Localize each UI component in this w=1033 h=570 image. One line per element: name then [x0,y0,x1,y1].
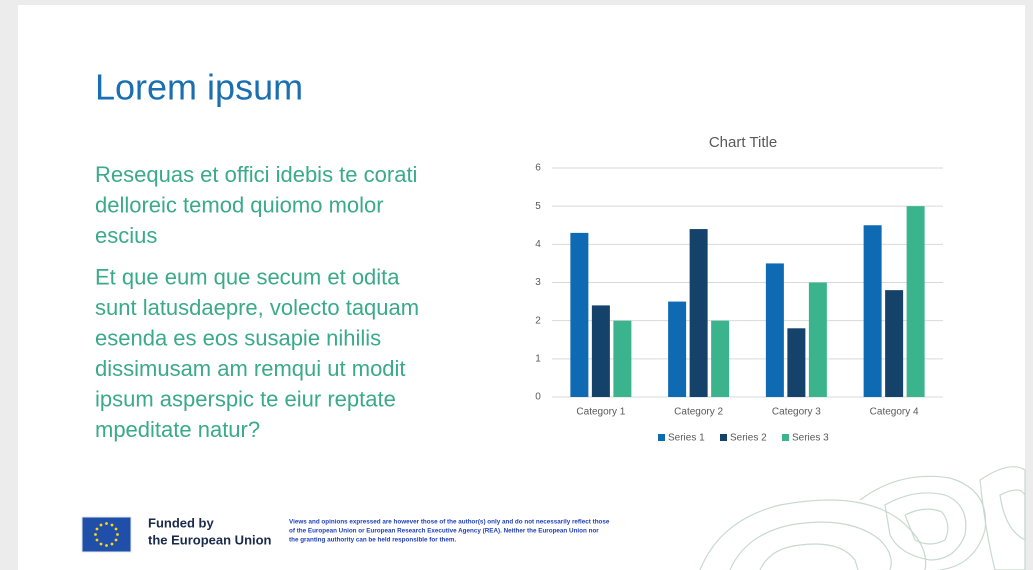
bar [711,321,729,397]
star [96,539,99,542]
y-tick-label: 2 [535,315,541,326]
disclaimer: of the European Union or European Resear… [289,528,599,535]
legend-label: Series 3 [792,433,829,444]
star [111,524,114,527]
x-tick-label: Category 3 [772,407,821,418]
bar [570,233,588,397]
y-tick-label: 4 [535,239,541,250]
legend-swatch [720,434,727,441]
body-line: escius [95,223,157,248]
star [115,539,118,542]
body-line: delloreic temod quiomo molor [95,192,384,217]
bar [592,305,610,397]
star [100,543,103,546]
bar [690,229,708,397]
star [115,528,118,531]
y-tick-label: 0 [535,392,541,403]
star [105,522,108,525]
slide-title: Lorem ipsum [95,67,303,108]
body-line: Et que eum que secum et odita [95,264,400,289]
y-tick-label: 5 [535,201,541,212]
body-line: mpeditate natur? [95,417,260,442]
star [111,543,114,546]
body-line: Resequas et offici idebis te corati [95,162,417,187]
legend-label: Series 2 [730,433,767,444]
legend-swatch [658,434,665,441]
x-tick-label: Category 2 [674,407,723,418]
bar [885,290,903,397]
star [100,524,103,527]
body-line: dissimusam am remqui ut modit [95,356,406,381]
chart-title: Chart Title [709,134,777,151]
bar [766,263,784,397]
y-tick-label: 6 [535,163,541,174]
bar [787,328,805,397]
x-tick-label: Category 1 [576,407,625,418]
bar [809,283,827,398]
body-text: Resequas et offici idebis te corati dello… [95,162,419,442]
eu-flag [82,517,131,552]
star [105,544,108,547]
bar [864,225,882,397]
star [94,533,97,536]
star [96,528,99,531]
page: Lorem ipsum Resequas et offici idebis te… [0,0,1033,570]
legend-label: Series 1 [668,433,705,444]
bar [907,206,925,397]
body-line: sunt latusdaepre, volecto taquam [95,295,419,320]
funded-by: the European Union [148,532,272,547]
disclaimer: Views and opinions expressed are however… [289,519,610,526]
legend-swatch [782,434,789,441]
body-line: esenda es eos susapie nihilis [95,325,381,350]
disclaimer: the granting authority can be held respo… [289,537,456,544]
star [116,533,119,536]
bar [668,302,686,397]
x-tick-label: Category 4 [870,407,919,418]
y-tick-label: 1 [535,353,541,364]
funded-by: Funded by [148,515,214,530]
y-tick-label: 3 [535,277,541,288]
bar [613,321,631,397]
body-line: ipsum asperspic te eiur reptate [95,386,396,411]
